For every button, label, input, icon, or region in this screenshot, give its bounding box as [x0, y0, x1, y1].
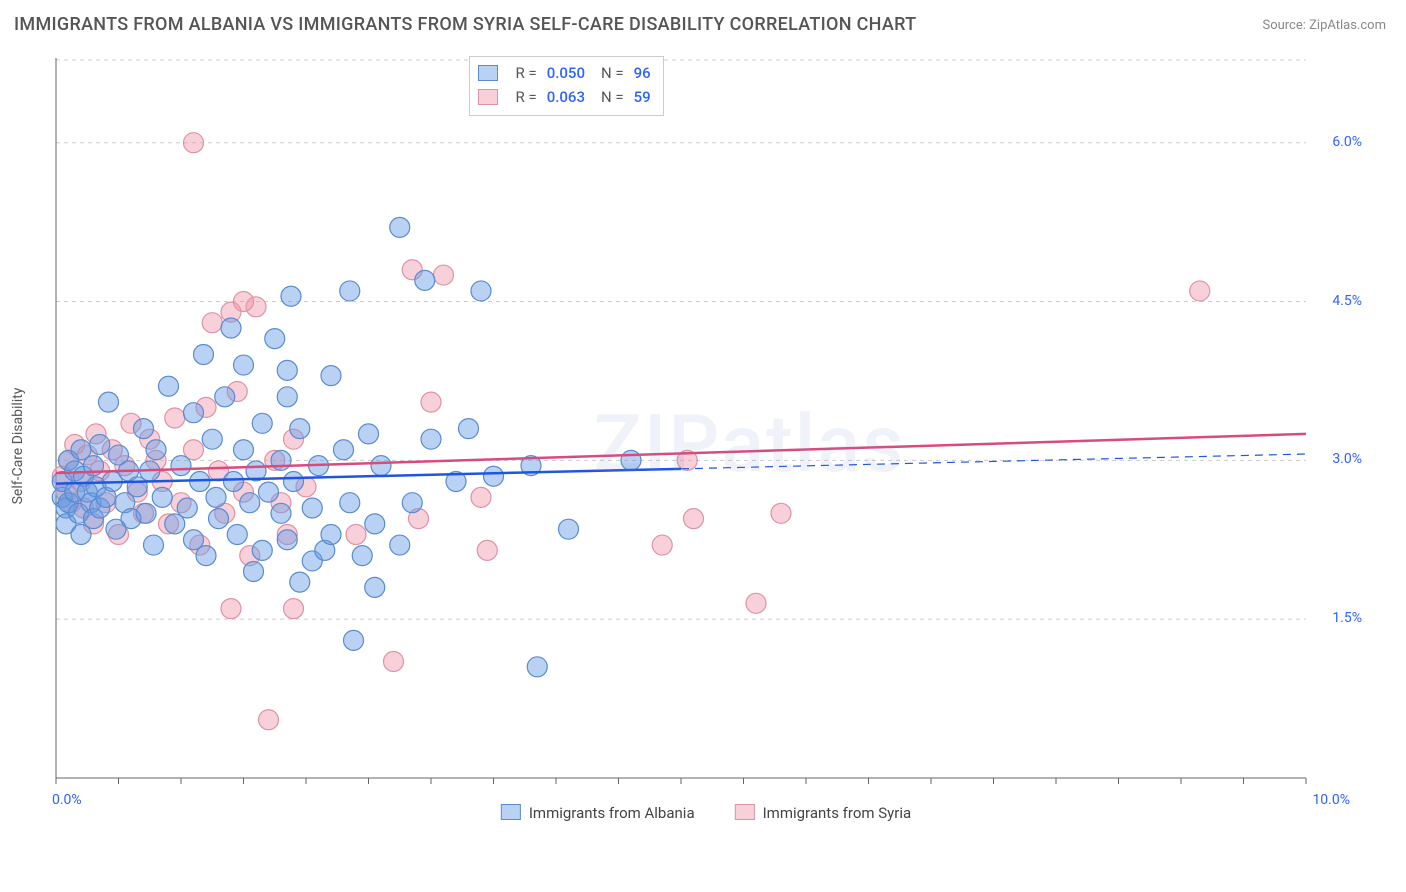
y-axis-label: Self-Care Disability: [10, 388, 26, 505]
y-tick-label: 3.0%: [1332, 451, 1362, 467]
x-tick-label-left: 0.0%: [52, 792, 82, 808]
legend-label: Immigrants from Syria: [763, 804, 912, 822]
plot-area: ZIPatlas R = 0.050 N = 96R = 0.063 N = 5…: [46, 48, 1366, 828]
x-tick-label-right: 10.0%: [1312, 792, 1350, 808]
bottom-legend-item: Immigrants from Albania: [501, 804, 695, 822]
stat-legend-row: R = 0.050 N = 96: [478, 61, 651, 85]
legend-swatch: [735, 804, 755, 820]
stat-legend: R = 0.050 N = 96R = 0.063 N = 59: [469, 56, 664, 116]
y-tick-label: 4.5%: [1332, 293, 1362, 309]
legend-swatch: [478, 65, 498, 81]
y-tick-label: 1.5%: [1332, 610, 1362, 626]
chart-container: IMMIGRANTS FROM ALBANIA VS IMMIGRANTS FR…: [0, 0, 1406, 892]
y-tick-label: 6.0%: [1332, 134, 1362, 150]
bottom-legend: Immigrants from Albania Immigrants from S…: [501, 804, 911, 822]
legend-label: Immigrants from Albania: [529, 804, 695, 822]
legend-swatch: [478, 89, 498, 105]
scatter-svg: [46, 48, 1366, 828]
legend-swatch: [501, 804, 521, 820]
stat-legend-row: R = 0.063 N = 59: [478, 85, 651, 109]
chart-title: IMMIGRANTS FROM ALBANIA VS IMMIGRANTS FR…: [14, 14, 916, 35]
source-label: Source: ZipAtlas.com: [1262, 18, 1386, 33]
bottom-legend-item: Immigrants from Syria: [735, 804, 912, 822]
